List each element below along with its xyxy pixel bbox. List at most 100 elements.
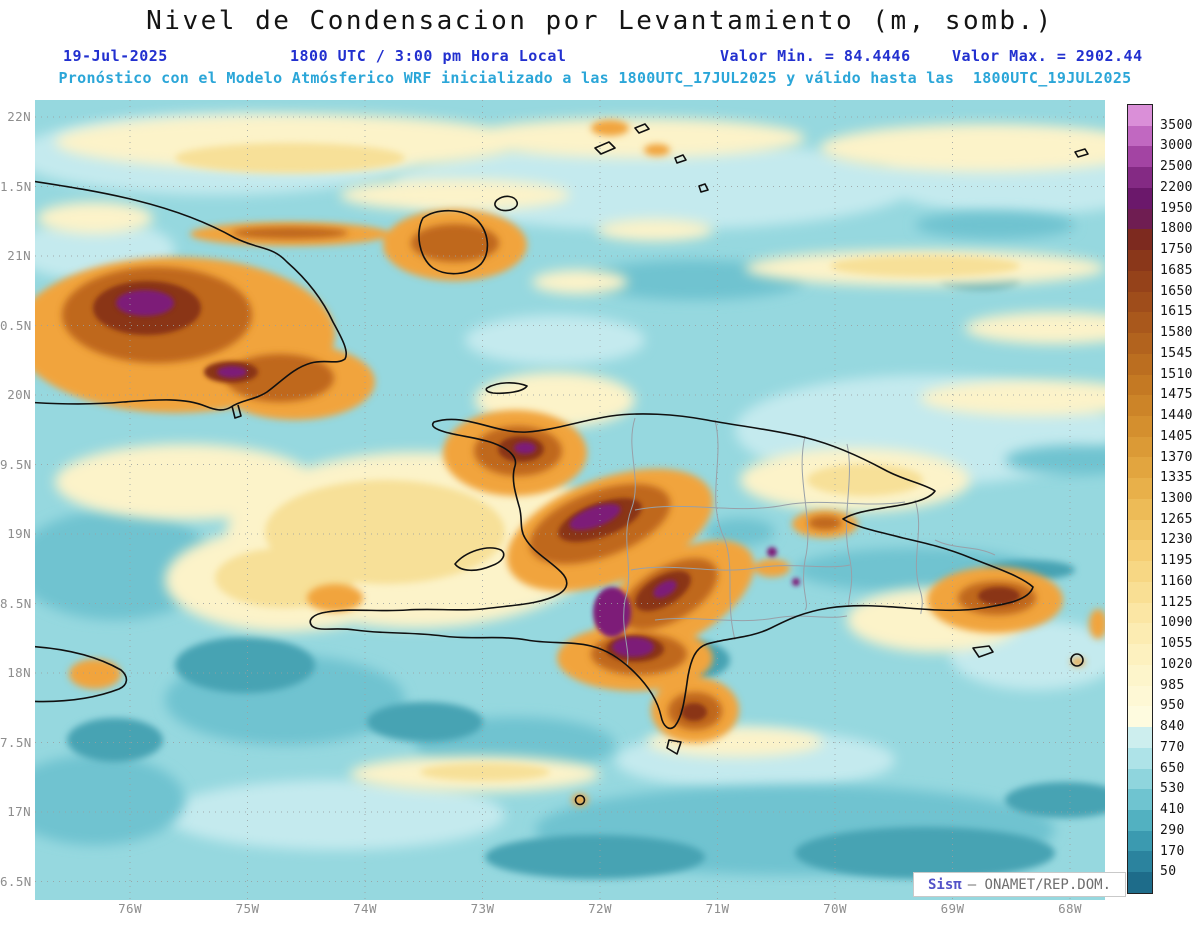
province-borders bbox=[623, 417, 996, 667]
coast-cuba bbox=[35, 180, 348, 411]
value-max-label: Valor Max. = 2902.44 bbox=[952, 47, 1143, 65]
lat-tick: 17N bbox=[7, 804, 31, 819]
colorbar-band bbox=[1128, 561, 1152, 582]
coast-little-inagua bbox=[494, 195, 519, 212]
credit-org: — ONAMET/REP.DOM. bbox=[967, 876, 1111, 893]
colorbar-label: 770 bbox=[1160, 739, 1185, 755]
colorbar-band bbox=[1128, 581, 1152, 603]
colorbar-band bbox=[1128, 395, 1152, 417]
colorbar-label: 1335 bbox=[1160, 470, 1193, 486]
colorbar-label: 985 bbox=[1160, 677, 1185, 693]
colorbar-band bbox=[1128, 685, 1152, 707]
colorbar-label: 650 bbox=[1160, 760, 1185, 776]
credit-badge: Sisπ — ONAMET/REP.DOM. bbox=[913, 872, 1126, 897]
colorbar-band bbox=[1128, 105, 1152, 126]
field-purple bbox=[116, 290, 800, 657]
colorbar-label: 1090 bbox=[1160, 615, 1193, 631]
page-title: Nivel de Condensacion por Levantamiento … bbox=[146, 6, 1054, 36]
lon-tick: 69W bbox=[940, 901, 965, 916]
colorbar-band bbox=[1128, 291, 1152, 313]
lon-tick: 74W bbox=[353, 901, 377, 916]
coast-jamaica bbox=[35, 645, 128, 703]
coast-caicos-1 bbox=[594, 141, 616, 155]
colorbar-band bbox=[1128, 416, 1152, 437]
field-maroon bbox=[93, 281, 1020, 721]
coast-caicos-2 bbox=[634, 123, 650, 134]
colorbar-label: 1580 bbox=[1160, 325, 1193, 341]
colorbar-band bbox=[1128, 250, 1152, 271]
lat-tick: 7.5N bbox=[0, 734, 32, 750]
colorbar-band bbox=[1128, 602, 1152, 624]
coast-hispaniola bbox=[309, 413, 1034, 730]
colorbar-band bbox=[1128, 374, 1152, 396]
colorbar-label: 1055 bbox=[1160, 636, 1193, 652]
colorbar-label: 3500 bbox=[1160, 117, 1193, 133]
coast-caicos-3 bbox=[674, 154, 687, 164]
colorbar-label: 840 bbox=[1160, 719, 1185, 735]
colorbar-band bbox=[1128, 353, 1152, 375]
colorbar-label: 290 bbox=[1160, 822, 1185, 838]
colorbar-band bbox=[1128, 540, 1152, 562]
lat-tick: 22N bbox=[7, 109, 31, 124]
colorbar-band bbox=[1128, 706, 1152, 728]
coast-tortuga bbox=[485, 382, 528, 395]
colorbar-band bbox=[1128, 498, 1152, 520]
value-min-label: Valor Min. = 84.4446 bbox=[720, 47, 911, 65]
coast-beata bbox=[666, 739, 682, 755]
coast-gonave bbox=[454, 547, 505, 572]
colorbar-label: 1160 bbox=[1160, 573, 1193, 589]
lon-tick: 76W bbox=[118, 901, 142, 916]
colorbar-band bbox=[1128, 830, 1152, 852]
colorbar-band bbox=[1128, 851, 1152, 873]
colorbar-label: 1265 bbox=[1160, 511, 1193, 527]
model-info-line: Pronóstico con el Modelo Atmósferico WRF… bbox=[58, 69, 1132, 87]
forecast-date: 19-Jul-2025 bbox=[63, 47, 168, 65]
lon-tick: 72W bbox=[588, 901, 612, 916]
colorbar-label: 1650 bbox=[1160, 283, 1193, 299]
colorbar-label: 1750 bbox=[1160, 242, 1193, 258]
lat-tick: 8.5N bbox=[0, 595, 32, 611]
colorbar-label: 3000 bbox=[1160, 138, 1193, 154]
colorbar-band bbox=[1128, 809, 1152, 831]
colorbar-label: 1125 bbox=[1160, 594, 1193, 610]
colorbar-label: 1615 bbox=[1160, 304, 1193, 320]
field-layer bbox=[35, 100, 1105, 900]
colorbar-band bbox=[1128, 333, 1152, 354]
lat-tick: 9.5N bbox=[0, 456, 32, 472]
field-map-svg bbox=[35, 100, 1105, 900]
colorbar-label: 1370 bbox=[1160, 449, 1193, 465]
colorbar-label: 2500 bbox=[1160, 159, 1193, 175]
colorbar-band bbox=[1128, 146, 1152, 168]
forecast-time: 1800 UTC / 3:00 pm Hora Local bbox=[290, 47, 567, 65]
colorbar-label: 530 bbox=[1160, 781, 1185, 797]
lon-tick: 68W bbox=[1058, 901, 1082, 916]
colorbar-labels: 3500 3000 2500 2200 1950 1800 1750 1685 1650 1615… bbox=[1160, 104, 1200, 894]
lon-tick: 71W bbox=[705, 901, 730, 916]
colorbar-label: 950 bbox=[1160, 698, 1185, 714]
colorbar-band bbox=[1128, 312, 1152, 334]
colorbar-label: 1510 bbox=[1160, 366, 1193, 382]
colorbar-band bbox=[1128, 664, 1152, 686]
colorbar-label: 1800 bbox=[1160, 221, 1193, 237]
lat-tick: 0.5N bbox=[0, 317, 32, 333]
colorbar-label: 1685 bbox=[1160, 262, 1193, 278]
colorbar-band bbox=[1128, 768, 1152, 790]
colorbar-band bbox=[1128, 519, 1152, 541]
field-teal-dark bbox=[67, 270, 1105, 879]
colorbar-label: 170 bbox=[1160, 843, 1185, 859]
colorbar-band bbox=[1128, 644, 1152, 665]
colorbar-label: 1950 bbox=[1160, 200, 1193, 216]
coast-small-cay bbox=[574, 794, 586, 806]
field-yellow-deep bbox=[175, 143, 1020, 781]
colorbar-band bbox=[1128, 727, 1152, 748]
colorbar-label: 1405 bbox=[1160, 428, 1193, 444]
colorbar-label: 50 bbox=[1160, 864, 1177, 880]
coast-mona bbox=[1070, 653, 1084, 667]
coast-great-inagua bbox=[418, 209, 489, 275]
grid-layer bbox=[35, 100, 1105, 900]
lat-tick: 19N bbox=[7, 526, 31, 541]
lon-tick: 73W bbox=[470, 901, 495, 916]
credit-brand: Sisπ bbox=[927, 876, 962, 893]
colorbar-label: 1020 bbox=[1160, 656, 1193, 672]
